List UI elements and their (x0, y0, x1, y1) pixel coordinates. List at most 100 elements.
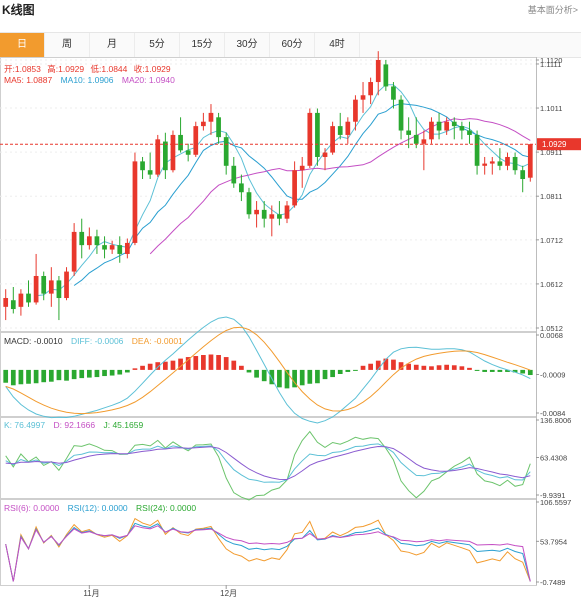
candle-body (79, 231, 85, 246)
macd-tick-label: 0.0068 (540, 331, 563, 340)
candle (451, 117, 457, 140)
candle (201, 112, 206, 131)
tab-60min[interactable]: 60分 (270, 33, 315, 57)
candle-body (383, 64, 389, 87)
candle-body (3, 298, 9, 307)
tab-30min[interactable]: 30分 (225, 33, 270, 57)
candle-body (345, 121, 351, 135)
rsi12-value: RSI(12): 0.0000 (67, 503, 128, 513)
candle (254, 201, 259, 228)
macd-bar (56, 369, 62, 381)
page-title: K线图 (2, 3, 35, 17)
candle-body (375, 60, 381, 83)
candle (246, 187, 252, 219)
macd-bar (353, 369, 358, 371)
x-tick-label: 12月 (220, 589, 237, 598)
period-tabs: 日 周 月 5分 15分 30分 60分 4时 (0, 32, 581, 58)
macd-bar (193, 356, 199, 370)
tab-week[interactable]: 周 (45, 33, 90, 57)
rsi24-line (5, 525, 531, 582)
candle (132, 152, 138, 246)
candle-body (109, 245, 115, 250)
candle (383, 60, 389, 91)
candle-body (223, 137, 229, 166)
tab-5min[interactable]: 5分 (135, 33, 180, 57)
candle-body (315, 112, 320, 157)
tab-4hour[interactable]: 4时 (315, 33, 360, 57)
macd-bar (117, 369, 123, 375)
candle (292, 161, 297, 208)
price-tick-label: 1.0712 (540, 236, 563, 245)
candle (429, 117, 434, 144)
candle-body (124, 242, 130, 254)
rsi6-line (5, 517, 531, 582)
candle-body (421, 139, 427, 144)
macd-bar (239, 365, 244, 370)
candle (56, 275, 62, 321)
k-value: K: 76.4997 (4, 420, 46, 430)
price-tick-label: 1.1111 (540, 60, 561, 69)
price-tick-label: 1.0612 (540, 280, 563, 289)
macd-bar (474, 369, 480, 371)
candle (239, 174, 244, 202)
tab-month[interactable]: 月 (90, 33, 135, 57)
macd-bar (94, 369, 100, 378)
candle-body (208, 112, 214, 122)
candle (269, 205, 275, 237)
j-value: J: 45.1659 (103, 420, 144, 430)
candle-body (26, 293, 31, 303)
candle (94, 229, 100, 254)
candle-body (451, 121, 457, 127)
tab-day[interactable]: 日 (0, 33, 45, 57)
fundamental-analysis-link[interactable]: 基本面分析> (527, 5, 578, 15)
macd-bar (497, 369, 503, 372)
macd-info: MACD: -0.0010 DIFF: -0.0006 DEA: -0.0001 (4, 336, 183, 346)
candle (140, 156, 145, 180)
macd-bar (155, 362, 161, 370)
candle (360, 82, 366, 113)
candle (474, 130, 480, 175)
candle-body (33, 275, 39, 303)
macd-bar (223, 357, 229, 370)
candle-body (102, 245, 107, 250)
tab-15min[interactable]: 15分 (180, 33, 225, 57)
candle (284, 201, 290, 224)
candle-body (337, 126, 343, 135)
candle (147, 152, 153, 180)
kdj-j-line (5, 430, 531, 501)
macd-bar (277, 369, 282, 388)
macd-bar (307, 369, 313, 384)
rsi-tick-label: 53.7954 (540, 537, 567, 546)
current-price-label: 1.0929 (542, 140, 567, 149)
macd-bar (467, 367, 472, 370)
price-tick-label: 1.0911 (540, 148, 562, 157)
candle-body (307, 112, 313, 166)
candle (3, 289, 9, 321)
candle-body (299, 165, 305, 171)
candle-body (86, 236, 92, 246)
macd-bar (201, 355, 206, 370)
candle-body (170, 134, 176, 171)
macd-bar (109, 369, 115, 376)
candle (117, 236, 123, 263)
macd-bar (292, 369, 297, 388)
candle (216, 112, 221, 144)
candle (497, 148, 503, 171)
candle (48, 267, 54, 307)
candle-body (512, 156, 518, 171)
candle (489, 156, 495, 175)
candle-body (505, 156, 510, 166)
candle-body (10, 300, 16, 310)
macd-tick-label: -0.0009 (540, 371, 565, 380)
macd-bar (436, 365, 442, 370)
kdj-tick-label: 63.4308 (540, 453, 567, 462)
candle (406, 117, 412, 149)
candle-body (216, 117, 221, 138)
candle (86, 227, 92, 250)
candle-body (201, 121, 206, 127)
candle-body (444, 121, 450, 131)
dea-value: DEA: -0.0001 (131, 336, 183, 346)
macd-bar (124, 369, 130, 373)
d-value: D: 92.1666 (53, 420, 96, 430)
macd-bar (33, 369, 39, 384)
